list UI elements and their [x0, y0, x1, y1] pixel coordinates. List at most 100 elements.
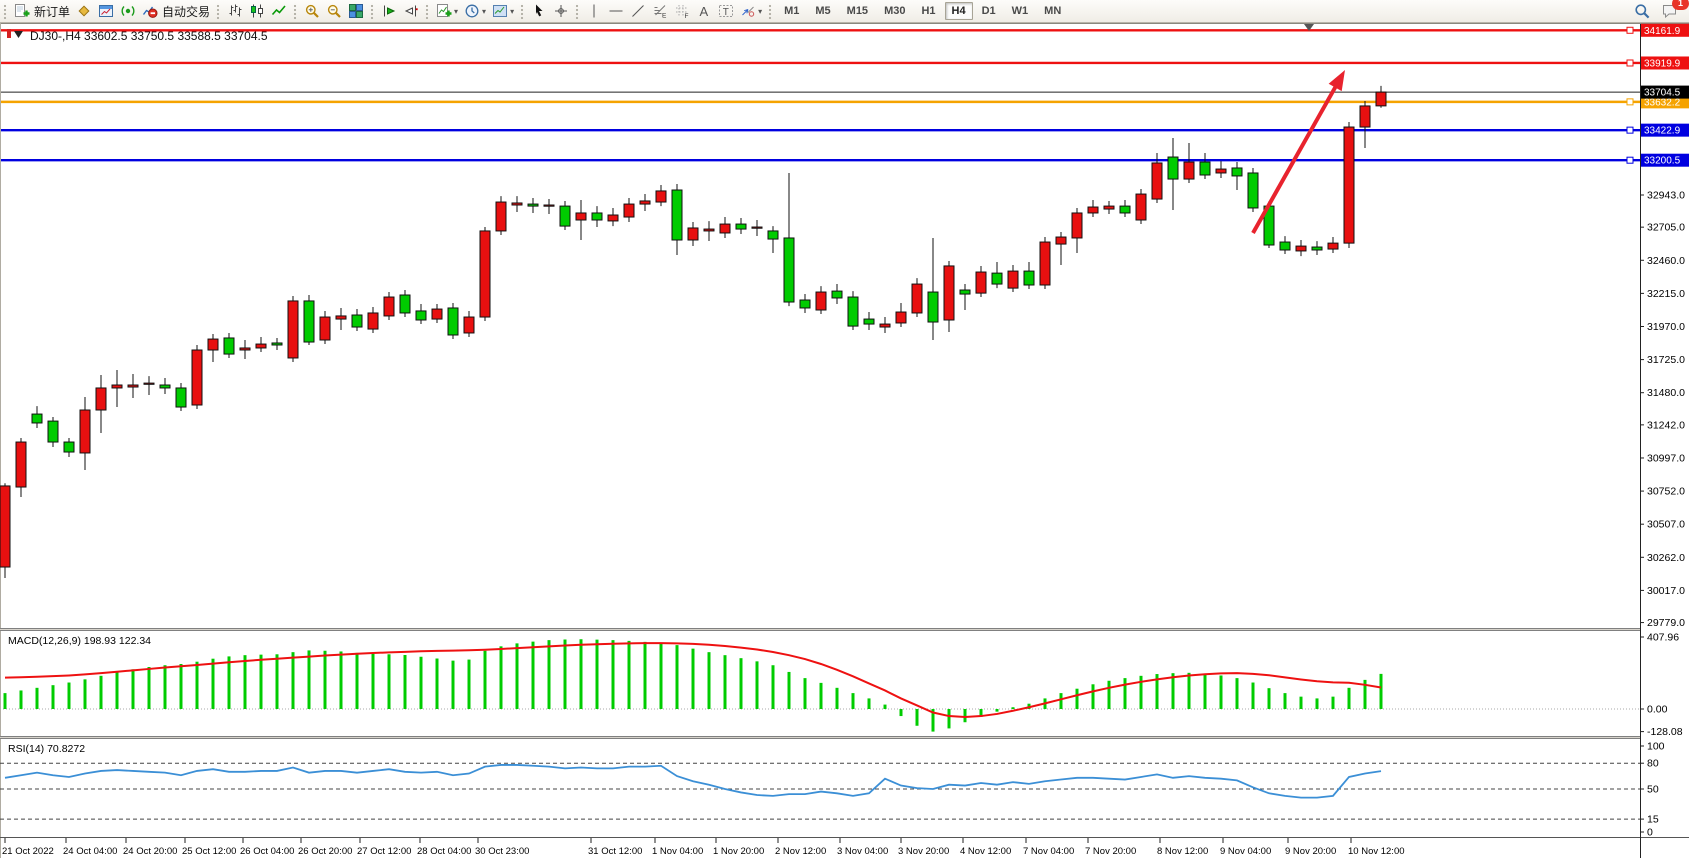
toolbar-grip [369, 3, 375, 19]
signals-button[interactable] [117, 0, 139, 22]
periods-button[interactable]: ▾ [461, 0, 489, 22]
dropdown-caret-icon[interactable]: ▾ [758, 6, 763, 16]
candle-body-bull [335, 315, 347, 320]
candle-body-bull [255, 343, 267, 349]
candle-body-bear [303, 300, 315, 343]
candle-body-bull [207, 338, 219, 351]
timeframe-h4-button[interactable]: H4 [944, 2, 973, 20]
tile-windows-button[interactable] [345, 0, 367, 22]
toolbar-grip [292, 3, 298, 19]
candle-body-bear [591, 212, 603, 221]
price-line-badge-label: 33632.2 [1644, 97, 1681, 108]
rsi-line [4, 764, 1382, 799]
candle-body-bull [0, 485, 11, 568]
timeframe-m30-button[interactable]: M30 [884, 5, 906, 17]
candle-body-bull [575, 212, 587, 221]
new-order-button[interactable]: 新订单 [11, 0, 73, 22]
line-handle[interactable] [1626, 59, 1634, 67]
timeframe-m15-button[interactable]: M15 [846, 5, 869, 17]
time-axis-label: 9 Nov 20:00 [1285, 846, 1336, 857]
one-click-trading-icon[interactable] [7, 29, 11, 38]
price-axis-label: 30752.0 [1647, 486, 1685, 498]
chart-shift-button[interactable] [400, 0, 422, 22]
candle-body-bear [47, 420, 59, 443]
trendline-icon [632, 5, 644, 17]
candle-body-bear [799, 299, 811, 309]
cursor-button[interactable] [528, 0, 550, 22]
autotrade-icon [142, 6, 158, 18]
time-axis-label: 4 Nov 12:00 [960, 846, 1011, 857]
time-axis-label: 24 Oct 04:00 [63, 846, 117, 857]
candle-body-bear [863, 318, 875, 325]
chart-shift-marker[interactable] [1304, 24, 1314, 31]
timeframe-w1-button[interactable]: W1 [1011, 5, 1029, 17]
trend-arrow-head[interactable] [1328, 70, 1345, 92]
dropdown-caret-icon[interactable]: ▾ [482, 6, 487, 16]
price-axis-label: 31480.0 [1647, 387, 1685, 399]
dropdown-caret-icon[interactable]: ▾ [454, 6, 459, 16]
candle-body-bull [1151, 162, 1163, 200]
vertical-line-button[interactable] [583, 0, 605, 22]
time-axis-label: 7 Nov 20:00 [1085, 846, 1136, 857]
candle-chart-button[interactable] [246, 0, 268, 22]
channel-button[interactable]: F [671, 0, 693, 22]
candle-body-bull [703, 228, 715, 232]
macd-axis-label: 0.00 [1647, 704, 1668, 716]
timeframe-m1-button[interactable]: M1 [784, 5, 800, 17]
timeframe-mn-button[interactable]: MN [1044, 5, 1062, 17]
candle-body-bull [191, 349, 203, 406]
timeframe-d1-button[interactable]: D1 [981, 5, 996, 17]
price-line-badge [1641, 153, 1689, 167]
line-handle[interactable] [1626, 126, 1634, 134]
candle-body-bull [511, 202, 523, 206]
indicators-button[interactable]: ▾ [433, 0, 461, 22]
timeframe-toolbar: M1 M5 M15 M30 H1 H4 D1 W1 MN [776, 0, 1069, 22]
zoom-out-button[interactable] [323, 0, 345, 22]
notifications-button[interactable]: 1 [1659, 0, 1689, 22]
fibonacci-button[interactable]: E [649, 0, 671, 22]
timeframe-m5-button[interactable]: M5 [815, 5, 831, 17]
text-label-button[interactable]: T [715, 0, 737, 22]
candle-body-bull [495, 201, 507, 232]
time-axis-label: 8 Nov 12:00 [1157, 846, 1208, 857]
candle-body-bear [1231, 167, 1243, 177]
candle-body-bear [991, 272, 1003, 285]
timeframe-h1-button[interactable]: H1 [921, 5, 936, 17]
templates-button[interactable]: ▾ [489, 0, 517, 22]
trend-arrow-line[interactable] [1251, 82, 1340, 234]
zoom-in-button[interactable] [301, 0, 323, 22]
horizontal-line-button[interactable] [605, 0, 627, 22]
new-chart-button[interactable] [95, 0, 117, 22]
trendline-button[interactable] [627, 0, 649, 22]
search-button[interactable] [1631, 0, 1653, 22]
candle-body-bull [607, 214, 619, 222]
rsi-axis-label: 100 [1647, 741, 1665, 753]
crosshair-button[interactable] [550, 0, 572, 22]
candle-body-bull [815, 291, 827, 311]
price-axis-label: 29779.0 [1647, 617, 1685, 629]
macd-axis-label: 407.96 [1647, 631, 1679, 643]
deposit-button[interactable] [73, 0, 95, 22]
candle-body-bear [959, 289, 971, 295]
one-click-expand-icon[interactable] [14, 31, 23, 38]
candle-body-bull [79, 409, 91, 454]
text-button[interactable]: A [693, 0, 715, 22]
candles-group [0, 85, 1387, 578]
candle-body-bull [431, 308, 443, 320]
svg-text:T: T [723, 7, 729, 18]
line-chart-button[interactable] [268, 0, 290, 22]
line-handle[interactable] [1626, 156, 1634, 164]
bar-chart-button[interactable] [224, 0, 246, 22]
indicators-icon [437, 4, 452, 17]
price-line-badge [1641, 23, 1689, 37]
candle-body-bull [1007, 270, 1019, 289]
line-handle[interactable] [1626, 98, 1634, 106]
auto-trading-button[interactable]: 自动交易 [139, 0, 213, 22]
auto-scroll-button[interactable] [378, 0, 400, 22]
crosshair-icon [555, 5, 568, 17]
rsi-label: RSI(14) 70.8272 [8, 743, 85, 755]
arrows-button[interactable]: ▾ [737, 0, 765, 22]
dropdown-caret-icon[interactable]: ▾ [510, 6, 515, 16]
line-handle[interactable] [1626, 26, 1634, 34]
